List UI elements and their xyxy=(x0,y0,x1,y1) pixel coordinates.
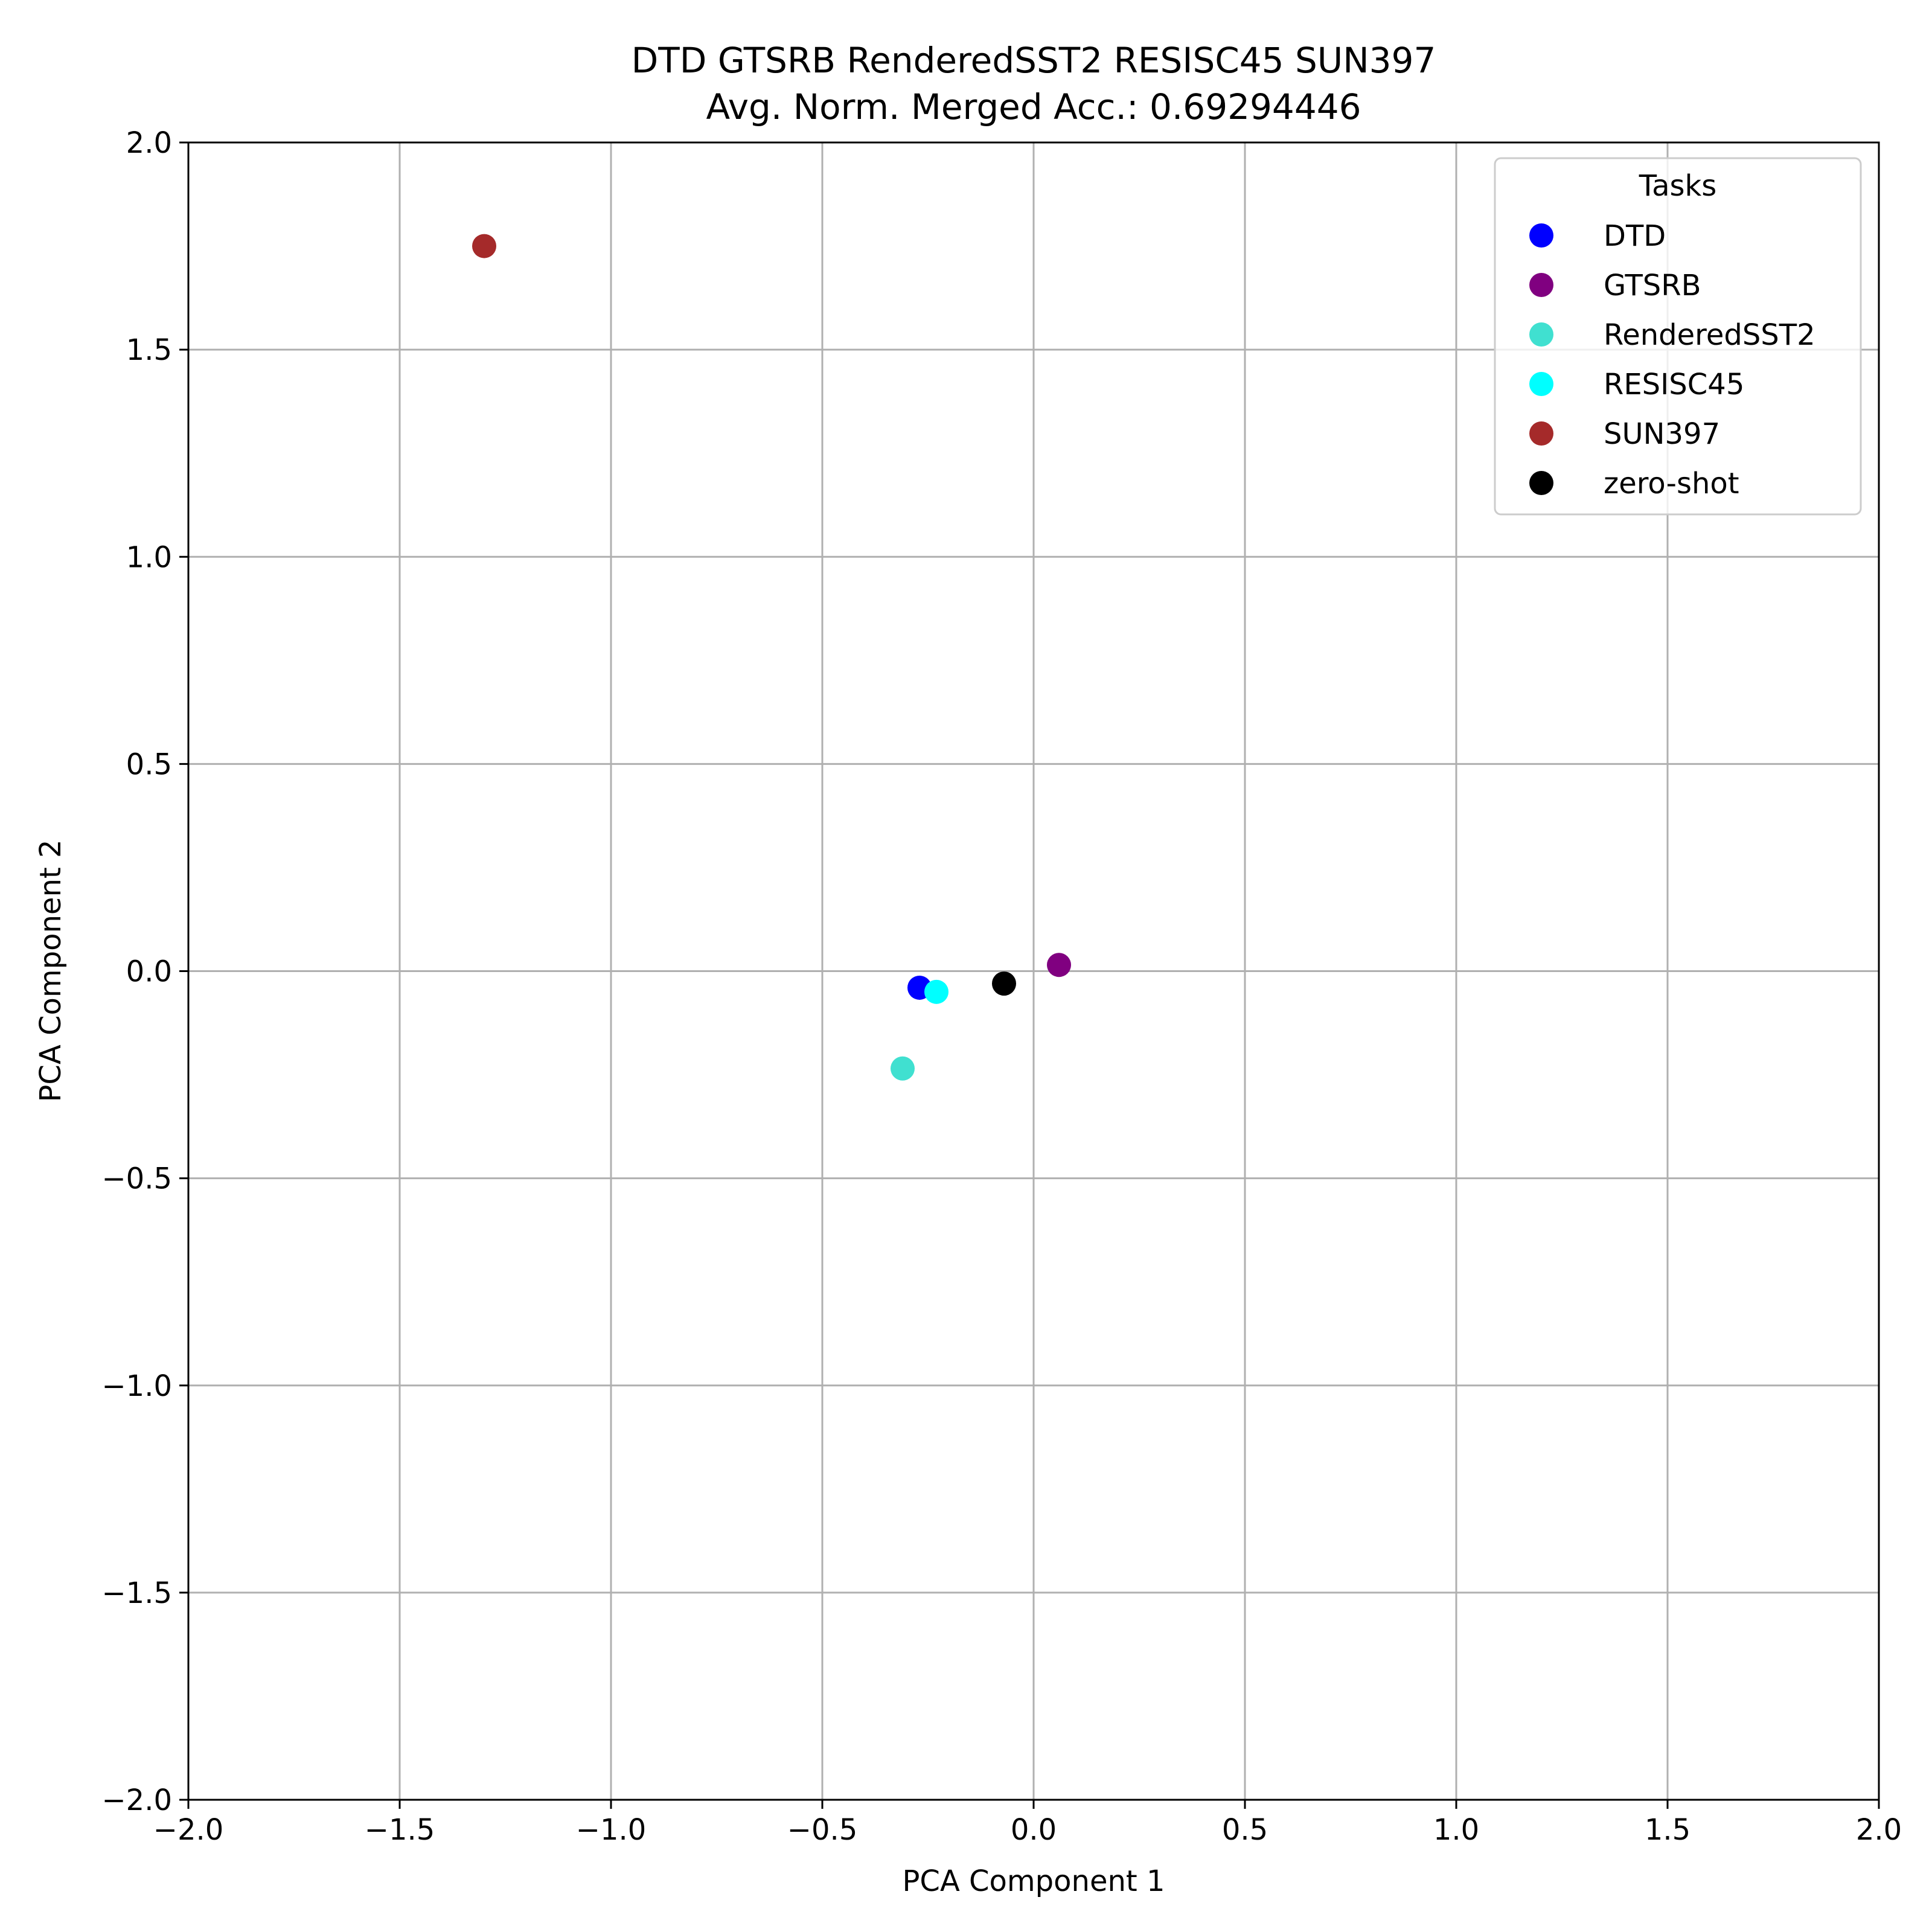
y-tick-label: 0.0 xyxy=(126,955,172,989)
x-tick-label: 0.5 xyxy=(1222,1813,1268,1847)
x-tick-label: −1.0 xyxy=(576,1813,647,1847)
x-tick-label: 1.5 xyxy=(1645,1813,1690,1847)
point-zero-shot xyxy=(992,971,1016,996)
chart-title-line-2: Avg. Norm. Merged Acc.: 0.69294446 xyxy=(706,86,1361,127)
x-tick-label: 0.0 xyxy=(1011,1813,1057,1847)
x-tick-label: −0.5 xyxy=(787,1813,858,1847)
x-tick-label: −1.5 xyxy=(365,1813,435,1847)
point-sun397 xyxy=(472,234,496,258)
point-gtsrb xyxy=(1047,953,1071,977)
legend-marker-resisc45 xyxy=(1529,372,1553,396)
x-tick-label: 1.0 xyxy=(1433,1813,1479,1847)
legend-marker-renderedsst2 xyxy=(1529,322,1553,347)
legend-marker-gtsrb xyxy=(1529,273,1553,297)
legend-marker-zero-shot xyxy=(1529,471,1553,495)
point-resisc45 xyxy=(924,979,948,1004)
legend-label-renderedsst2: RenderedSST2 xyxy=(1604,318,1815,352)
y-tick-label: −0.5 xyxy=(101,1162,172,1196)
axis-ticks: −2.0 −1.5 −1.0 −0.5 0.0 0.5 1.0 1.5 2.0 −2.0 −1.5 −… xyxy=(101,126,1902,1847)
y-tick-label: 2.0 xyxy=(126,126,172,160)
y-tick-label: 1.0 xyxy=(126,540,172,574)
x-axis-label: PCA Component 1 xyxy=(902,1864,1165,1898)
legend-label-zero-shot: zero-shot xyxy=(1604,467,1739,501)
legend-title: Tasks xyxy=(1639,169,1717,203)
y-tick-label: 1.5 xyxy=(126,333,172,367)
y-tick-label: −1.5 xyxy=(101,1576,172,1610)
chart-title-line-1: DTD GTSRB RenderedSST2 RESISC45 SUN397 xyxy=(632,40,1436,81)
y-tick-label: −2.0 xyxy=(101,1783,172,1817)
y-tick-label: 0.5 xyxy=(126,747,172,781)
legend: Tasks DTD GTSRB RenderedSST2 RESISC45 SUN397… xyxy=(1494,157,1862,516)
legend-label-gtsrb: GTSRB xyxy=(1604,269,1701,302)
legend-label-sun397: SUN397 xyxy=(1604,417,1720,451)
data-points xyxy=(472,234,1071,1081)
x-tick-label: −2.0 xyxy=(153,1813,224,1847)
point-renderedsst2 xyxy=(891,1056,915,1081)
legend-box xyxy=(1494,157,1862,516)
legend-marker-dtd xyxy=(1529,223,1553,248)
legend-label-dtd: DTD xyxy=(1604,219,1666,253)
x-tick-label: 2.0 xyxy=(1856,1813,1902,1847)
y-axis-label: PCA Component 2 xyxy=(34,839,68,1102)
legend-marker-sun397 xyxy=(1529,421,1553,446)
y-tick-label: −1.0 xyxy=(101,1369,172,1403)
legend-label-resisc45: RESISC45 xyxy=(1604,368,1744,401)
legend-items: DTD GTSRB RenderedSST2 RESISC45 SUN397 zero-s… xyxy=(1529,219,1815,501)
